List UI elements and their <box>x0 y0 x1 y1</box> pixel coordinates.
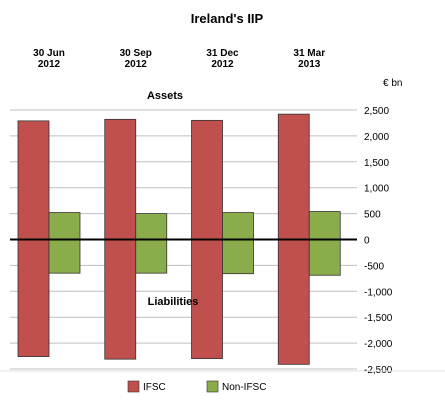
y-tick-label: -500 <box>364 261 384 272</box>
category-label: 30 Sep 2012 <box>120 48 152 70</box>
bar-ifsc-assets <box>104 118 137 240</box>
bar-ifsc-assets <box>277 113 310 240</box>
y-tick-label: -1,500 <box>364 313 393 324</box>
bar-non-ifsc-liabilities <box>308 239 341 276</box>
legend-swatch-non-ifsc <box>206 380 219 393</box>
bar-ifsc-assets <box>17 120 50 240</box>
legend-label-ifsc: IFSC <box>143 382 166 393</box>
bar-non-ifsc-assets <box>48 212 81 240</box>
y-tick-label: 2,000 <box>364 132 389 143</box>
category-label: 30 Jun 2012 <box>33 48 65 70</box>
y-tick-label: 0 <box>364 236 370 247</box>
bars <box>10 113 357 365</box>
bar-non-ifsc-liabilities <box>48 239 81 274</box>
liabilities-annotation: Liabilities <box>148 296 199 308</box>
y-tick-label: 2,500 <box>364 106 389 117</box>
category-labels: 30 Jun 2012 30 Sep 2012 31 Dec 2012 31 Mar 2013 <box>33 48 325 70</box>
y-tick-label: -1,000 <box>364 287 393 298</box>
bar-ifsc-assets <box>191 119 223 240</box>
assets-annotation: Assets <box>147 90 183 102</box>
bar-non-ifsc-liabilities <box>222 239 254 275</box>
y-tick-label: 1,500 <box>364 158 389 169</box>
bar-non-ifsc-assets <box>308 211 341 240</box>
bar-non-ifsc-assets <box>222 212 254 240</box>
y-tick-label: 1,000 <box>364 184 389 195</box>
unit-label: € bn <box>383 78 402 89</box>
y-tick-label: 500 <box>364 210 381 221</box>
bar-ifsc-liabilities <box>17 239 50 357</box>
bar-ifsc-liabilities <box>104 239 137 360</box>
y-tick-label: -2,000 <box>364 339 393 350</box>
category-label: 31 Dec 2012 <box>206 48 239 70</box>
chart-title: Ireland's IIP <box>191 11 264 26</box>
y-tick-labels: 2,500 2,000 1,500 1,000 500 0 -500 -1,000 -1,500… <box>364 106 393 376</box>
bar-ifsc-liabilities <box>277 239 310 365</box>
legend: IFSC Non-IFSC <box>127 380 266 393</box>
bar-non-ifsc-assets <box>135 213 168 240</box>
category-label: 31 Mar 2013 <box>293 48 325 70</box>
legend-swatch-ifsc <box>127 380 140 393</box>
bar-non-ifsc-liabilities <box>135 239 168 274</box>
legend-label-non-ifsc: Non-IFSC <box>222 382 266 393</box>
